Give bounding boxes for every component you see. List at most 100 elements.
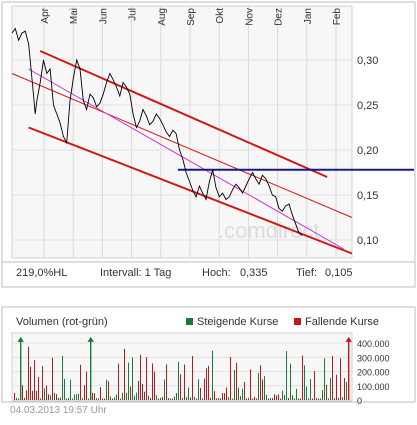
volume-bar (320, 398, 321, 400)
volume-bar (332, 355, 333, 400)
volume-bar (334, 398, 335, 400)
volume-bar (246, 398, 247, 400)
volume-bar (110, 396, 111, 400)
volume-bar (16, 397, 17, 400)
channel-middle-line (11, 73, 353, 218)
volume-bar (266, 394, 267, 400)
volume-bar (76, 394, 77, 400)
stat-low-label: Tief: (296, 267, 317, 279)
volume-bar (66, 398, 67, 400)
volume-bar (60, 397, 61, 400)
month-label: Nov (244, 8, 255, 26)
volume-bar (210, 397, 211, 400)
volume-bar (56, 394, 57, 400)
price-axis-labels: 0,30 0,25 0,20 0,15 0,10 (357, 55, 378, 247)
volume-bar (172, 398, 173, 400)
volume-bar (224, 393, 225, 400)
volume-bar (80, 364, 81, 400)
volume-bar (292, 395, 293, 400)
volume-tick-label: 300.000 (357, 353, 390, 363)
volume-overflow-arrow (87, 336, 94, 342)
volume-bar (70, 379, 71, 400)
volume-bar (322, 390, 323, 400)
volume-bar (188, 387, 189, 400)
volume-bar (296, 388, 297, 400)
volume-bar (328, 398, 329, 400)
month-label: Jul (128, 8, 139, 21)
volume-bar (276, 395, 277, 400)
volume-bar (112, 398, 113, 400)
volume-bar (126, 392, 127, 400)
legend-falling-label: Fallende Kurse (305, 316, 379, 328)
volume-bar (150, 397, 151, 400)
volume-bar (20, 338, 22, 400)
volume-bar (30, 366, 31, 400)
volume-bar (236, 362, 237, 400)
month-label: Okt (215, 8, 226, 24)
stat-low-value: 0,105 (325, 267, 353, 279)
volume-bar (54, 392, 55, 400)
volume-bar (194, 396, 195, 400)
volume-bar (218, 397, 219, 400)
stat-interval: Intervall: 1 Tag (100, 267, 171, 279)
volume-tick-label: 100.000 (357, 382, 390, 392)
volume-bar (28, 346, 29, 400)
volume-bar (146, 357, 147, 400)
volume-bar (100, 387, 101, 400)
volume-bar (232, 398, 233, 400)
volume-bar (118, 363, 119, 400)
volume-bar (278, 394, 279, 400)
volume-bar (154, 371, 155, 400)
volume-bar (62, 355, 63, 400)
volume-bar (284, 394, 285, 400)
volume-bar (140, 354, 141, 400)
volume-bar (238, 387, 239, 400)
volume-bar (148, 395, 149, 400)
volume-bar (190, 397, 191, 400)
volume-bar (14, 393, 15, 400)
volume-bars (14, 336, 352, 400)
watermark: .comdirect (218, 218, 319, 243)
volume-bar (330, 378, 331, 400)
volume-bar (186, 397, 187, 400)
volume-bar (240, 396, 241, 400)
volume-bar (136, 392, 137, 400)
volume-bar (304, 365, 305, 400)
month-label: Mai (69, 8, 80, 24)
volume-bar (300, 398, 301, 400)
volume-bar (90, 338, 92, 400)
volume-bar (206, 368, 207, 400)
volume-bar (124, 348, 125, 400)
volume-bar (282, 390, 283, 400)
month-gridlines (12, 6, 352, 258)
volume-bar (346, 382, 347, 400)
volume-bar (160, 397, 161, 400)
price-tick-label: 0,30 (357, 55, 378, 67)
volume-bar (290, 363, 291, 400)
month-label: Apr (40, 7, 51, 23)
volume-bar (314, 371, 315, 400)
volume-overflow-arrow (17, 336, 24, 342)
volume-bar (228, 397, 229, 400)
volume-bar (46, 385, 47, 400)
stat-high-value: 0,335 (240, 267, 268, 279)
timestamp: 04.03.2013 19:57 Uhr (10, 405, 107, 416)
volume-bar (128, 362, 129, 400)
volume-bar (274, 394, 275, 400)
volume-bar (196, 398, 197, 400)
volume-bar (254, 396, 255, 400)
volume-bar (178, 361, 179, 400)
volume-bar (316, 398, 317, 400)
volume-bar (288, 398, 289, 400)
month-label: Jan (303, 8, 314, 24)
volume-bar (36, 390, 37, 400)
volume-bar (192, 355, 193, 400)
volume-bar (38, 376, 39, 400)
volume-bar (44, 388, 45, 400)
volume-bar (156, 395, 157, 400)
magenta-trend-line (28, 68, 344, 250)
volume-bar (96, 398, 97, 400)
volume-bar (152, 363, 153, 400)
volume-bar (78, 393, 79, 400)
